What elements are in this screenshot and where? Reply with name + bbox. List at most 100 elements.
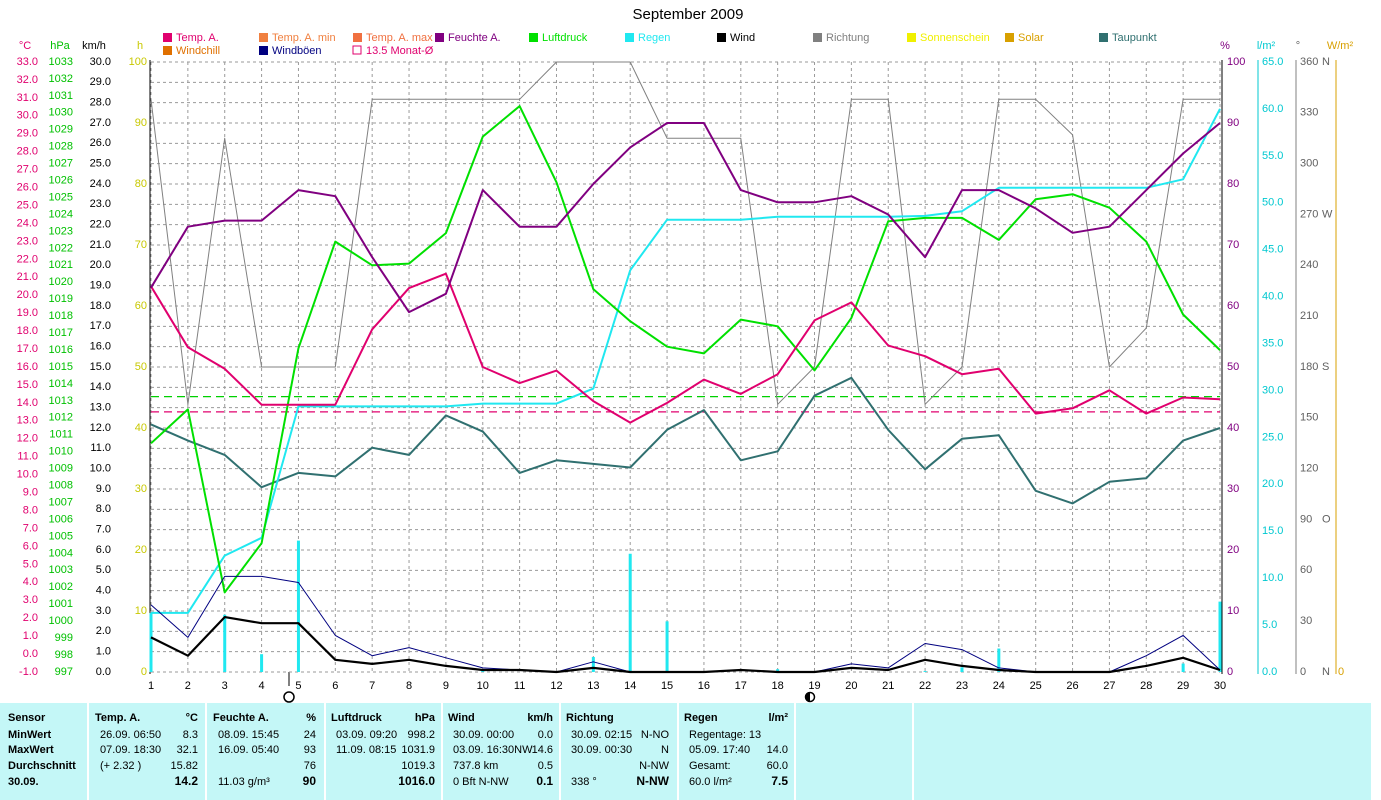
- y-tick-label: 5.0: [96, 564, 111, 576]
- stats-text: 60.0 l/m²: [689, 776, 732, 788]
- y-tick-label: 12.0: [90, 422, 111, 434]
- x-tick-label: 27: [1103, 680, 1115, 692]
- stats-text: Durchschnitt: [8, 760, 76, 772]
- y-tick-label: 45.0: [1262, 244, 1283, 256]
- stats-separators: [87, 703, 914, 800]
- y-tick-label: 3.0: [23, 594, 38, 606]
- y-tick-label: 25.0: [17, 199, 38, 211]
- x-tick-label: 5: [295, 680, 301, 692]
- rain-bar: [776, 669, 780, 672]
- y-tick-label: 999: [55, 632, 73, 644]
- stats-text: 737.8 km: [453, 760, 498, 772]
- y-tick-label: 29.0: [17, 128, 38, 140]
- y-tick-label: 210: [1300, 310, 1318, 322]
- x-tick-label: 12: [550, 680, 562, 692]
- y-tick-label: 180: [1300, 361, 1318, 373]
- y-tick-label: 27.0: [17, 164, 38, 176]
- y-tick-label: 26.0: [90, 137, 111, 149]
- y-tick-label: 20: [135, 544, 147, 556]
- stats-text: 26.09. 06:50: [100, 729, 161, 741]
- y-tick-label: 30.0: [17, 110, 38, 122]
- y-tick-label: 0: [1227, 666, 1233, 678]
- axis-unit: °C: [19, 40, 31, 52]
- x-tick-label: 7: [369, 680, 375, 692]
- y-tick-label: 26.0: [17, 181, 38, 193]
- legend-label: Richtung: [826, 32, 869, 44]
- y-tick-label: 240: [1300, 259, 1318, 271]
- y-tick-label: 20.0: [17, 289, 38, 301]
- y-tick-label: 21.0: [90, 239, 111, 251]
- x-tick-label: 9: [443, 680, 449, 692]
- compass-label: W: [1322, 208, 1333, 220]
- y-tick-label: 1023: [49, 225, 73, 237]
- stats-value: 32.1: [177, 744, 198, 756]
- stats-text: 11.03 g/m³: [218, 776, 270, 788]
- stats-text: 11.09. 08:15: [336, 744, 396, 756]
- stats-text: 0 Bft N-NW: [453, 776, 509, 788]
- stats-panel: [0, 703, 1371, 800]
- x-tick-label: 14: [624, 680, 636, 692]
- stats-text: MaxWert: [8, 744, 54, 756]
- y-tick-label: 11.0: [90, 442, 111, 454]
- y-tick-label: 997: [55, 666, 73, 678]
- stats-header: Richtung: [566, 712, 614, 724]
- x-tick-label: 2: [185, 680, 191, 692]
- stats-header: Feuchte A.: [213, 712, 269, 724]
- legend-swatch: [435, 33, 444, 42]
- stats-value: 998.2: [407, 729, 435, 741]
- y-tick-label: 1014: [49, 378, 73, 390]
- legend-label: Solar: [1018, 32, 1044, 44]
- legend-label: 13.5 Monat-Ø: [366, 45, 434, 57]
- stats-header: Luftdruck: [331, 712, 383, 724]
- y-tick-label: 20.0: [1262, 478, 1283, 490]
- rain-bar: [923, 671, 927, 672]
- rain-bar: [665, 621, 669, 672]
- y-tick-label: 25.0: [1262, 431, 1283, 443]
- x-tick-label: 26: [1066, 680, 1078, 692]
- y-tick-label: 2.0: [23, 612, 38, 624]
- y-tick-label: 18.0: [90, 300, 111, 312]
- stats-unit: km/h: [527, 712, 553, 724]
- half-moon-shade: [805, 692, 810, 702]
- axis-unit: l/m²: [1257, 40, 1276, 52]
- y-tick-label: 5.0: [1262, 619, 1277, 631]
- stats-value: 15.82: [170, 760, 198, 772]
- y-tick-label: 22.0: [17, 253, 38, 265]
- axis-unit: h: [137, 40, 143, 52]
- x-tick-label: 24: [993, 680, 1005, 692]
- y-tick-label: 150: [1300, 412, 1318, 424]
- y-tick-label: 998: [55, 649, 73, 661]
- y-tick-label: 5.0: [23, 558, 38, 570]
- stats-value: 8.3: [183, 729, 198, 741]
- legend-swatch: [259, 33, 268, 42]
- y-tick-label: 1007: [49, 496, 73, 508]
- y-tick-label: 0: [1300, 666, 1306, 678]
- y-tick-label: 31.0: [17, 92, 38, 104]
- y-tick-label: 1030: [49, 107, 73, 119]
- legend-label: Windböen: [272, 45, 322, 57]
- x-tick-label: 11: [514, 680, 525, 692]
- legend-swatch: [813, 33, 822, 42]
- series-line: [150, 105, 1221, 594]
- series-line: [151, 108, 1221, 614]
- y-tick-label: 0: [141, 666, 147, 678]
- axis-unit: km/h: [82, 40, 106, 52]
- stats-unit: °C: [186, 712, 198, 724]
- y-tick-label: 11.0: [17, 451, 38, 463]
- y-tick-label: 16.0: [17, 361, 38, 373]
- series-line: [150, 616, 1221, 674]
- legend-label: Temp. A. min: [272, 32, 336, 44]
- y-tick-label: 2.0: [96, 625, 111, 637]
- legend-label: Feuchte A.: [448, 32, 501, 44]
- y-tick-label: 1017: [49, 327, 73, 339]
- stats-header: Sensor: [8, 712, 46, 724]
- y-tick-label: 16.0: [90, 341, 111, 353]
- stats-value: 14.0: [767, 744, 788, 756]
- x-tick-label: 25: [1030, 680, 1042, 692]
- stats-value: 1016.0: [398, 774, 435, 788]
- y-tick-label: 1032: [49, 73, 73, 85]
- stats-value: 76: [304, 760, 316, 772]
- full-moon: [283, 691, 295, 703]
- y-tick-label: 8.0: [96, 503, 111, 515]
- y-tick-label: 1.0: [96, 646, 111, 658]
